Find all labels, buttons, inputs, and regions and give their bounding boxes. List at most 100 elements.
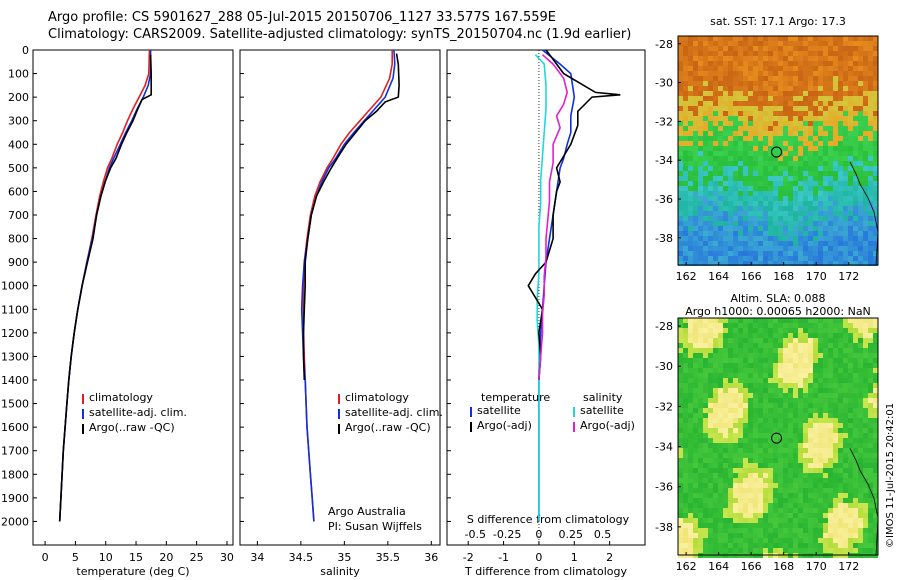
sla-map-cell [733, 528, 738, 533]
sst-map-cell [848, 256, 853, 261]
sla-map-cell [708, 348, 713, 353]
sla-map-cell [778, 373, 783, 378]
sla-map-cell [743, 528, 748, 533]
sst-map-cell [743, 206, 748, 211]
sla-map-cell [738, 438, 743, 443]
sla-map-cell [763, 343, 768, 348]
sst-map-cell [823, 101, 828, 106]
sst-map-cell [843, 226, 848, 231]
sst-map-cell [858, 91, 863, 96]
sst-map-cell [708, 91, 713, 96]
sst-map-cell [683, 91, 688, 96]
sst-map-cell [733, 41, 738, 46]
sst-map-cell [678, 186, 683, 191]
sst-map-cell [808, 126, 813, 131]
sla-map-cell [833, 368, 838, 373]
sst-map-cell [683, 241, 688, 246]
sst-map-cell [868, 96, 873, 101]
sst-map-cell [718, 161, 723, 166]
sst-map-cell [818, 136, 823, 141]
sla-map-cell [758, 383, 763, 388]
sst-map-cell [828, 71, 833, 76]
sla-map-cell [708, 478, 713, 483]
sla-map-cell [828, 523, 833, 528]
sla-map-cell [828, 403, 833, 408]
sla-map-cell [688, 358, 693, 363]
sst-map-cell [833, 106, 838, 111]
sst-map-cell [703, 196, 708, 201]
sst-map-cell [808, 231, 813, 236]
sst-map-cell [768, 226, 773, 231]
sla-map-cell [763, 393, 768, 398]
sla-map-cell [848, 528, 853, 533]
sst-map-cell [758, 246, 763, 251]
sst-map-cell [688, 46, 693, 51]
sst-map-cell [783, 126, 788, 131]
sla-map-cell [838, 478, 843, 483]
sla-map-cell [793, 443, 798, 448]
sst-map-cell [723, 186, 728, 191]
sla-map-cell [698, 358, 703, 363]
sst-map-cell [773, 121, 778, 126]
sla-map-cell [773, 468, 778, 473]
sla-map-cell [723, 388, 728, 393]
sst-map-cell [723, 221, 728, 226]
sla-map-cell [743, 413, 748, 418]
sla-map-cell [823, 323, 828, 328]
sst-map-cell [853, 251, 858, 256]
sla-map-cell [853, 393, 858, 398]
sst-map-cell [853, 36, 858, 41]
sla-map-cell [758, 498, 763, 503]
sst-map-cell [718, 101, 723, 106]
sst-map-cell [813, 221, 818, 226]
sla-map-cell [703, 383, 708, 388]
sla-map-cell [758, 518, 763, 523]
sla-map-cell [813, 508, 818, 513]
sla-map-cell [778, 428, 783, 433]
sst-map-cell [833, 161, 838, 166]
sst-map-cell [813, 106, 818, 111]
sst-map-cell [758, 96, 763, 101]
sst-map-cell [843, 96, 848, 101]
sla-map-cell [783, 343, 788, 348]
sst-map-cell [873, 91, 878, 96]
sst-map-cell [853, 111, 858, 116]
sst-map-cell [718, 211, 723, 216]
sst-map-cell [718, 201, 723, 206]
sst-map-cell [698, 166, 703, 171]
sst-map-cell [758, 161, 763, 166]
sst-map-cell [758, 186, 763, 191]
sst-map-cell [858, 51, 863, 56]
sla-map-cell [793, 333, 798, 338]
sla-map-cell [798, 453, 803, 458]
sst-map-cell [778, 206, 783, 211]
sst-map-cell [848, 196, 853, 201]
sla-map-cell [828, 473, 833, 478]
sst-map-cell [703, 221, 708, 226]
sst-map-cell [808, 186, 813, 191]
sla-map-cell [788, 428, 793, 433]
sla-map-cell [858, 323, 863, 328]
sla-map-cell [813, 423, 818, 428]
sst-map-cell [698, 181, 703, 186]
sla-map-cell [688, 323, 693, 328]
difference-legend-label: Argo(-adj) [477, 419, 532, 432]
sla-map-cell [678, 393, 683, 398]
sst-map-cell [738, 86, 743, 91]
sla-map-cell [828, 428, 833, 433]
sla-map-cell [723, 368, 728, 373]
sst-map-cell [698, 206, 703, 211]
sst-map-cell [833, 71, 838, 76]
sst-map-cell [688, 56, 693, 61]
sst-map-cell [873, 136, 878, 141]
sst-map-cell [798, 186, 803, 191]
sst-map-xtick-label: 162 [676, 270, 697, 283]
sst-map-cell [698, 236, 703, 241]
sla-map-cell [838, 328, 843, 333]
sst-map-cell [873, 56, 878, 61]
sla-map-cell [763, 413, 768, 418]
sst-map-cell [748, 216, 753, 221]
sst-map-cell [808, 116, 813, 121]
sst-map-cell [868, 186, 873, 191]
sst-map-cell [868, 206, 873, 211]
